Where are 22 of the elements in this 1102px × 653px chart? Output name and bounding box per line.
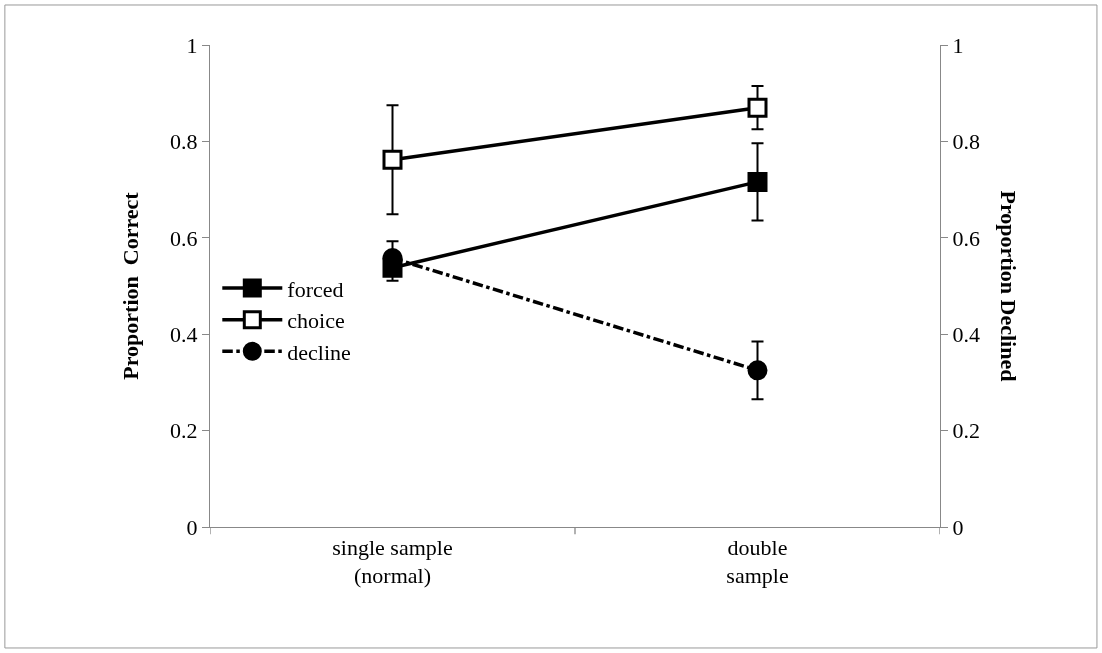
y2-tick-label: 0.8 bbox=[952, 129, 981, 155]
y-tick-label: 0.4 bbox=[169, 321, 198, 347]
point bbox=[747, 171, 768, 192]
y-tick-label: 1 bbox=[186, 32, 198, 58]
y2-tick-label: 0.2 bbox=[952, 418, 981, 444]
legend-label: forced bbox=[287, 276, 344, 302]
y-tick-label: 0.6 bbox=[169, 225, 198, 251]
legend-label: decline bbox=[287, 339, 351, 365]
y2-tick-label: 0.4 bbox=[952, 321, 981, 347]
y2-tick-label: 0 bbox=[952, 514, 964, 540]
y-tick-label: 0.2 bbox=[169, 418, 198, 444]
point bbox=[382, 149, 403, 170]
legend-label: choice bbox=[287, 308, 345, 334]
y2-tick-label: 1 bbox=[952, 32, 964, 58]
point bbox=[747, 97, 768, 118]
y-axis-title: Proportion Correct bbox=[117, 191, 143, 380]
y-tick-label: 0 bbox=[186, 514, 198, 540]
y-tick-label: 0.8 bbox=[169, 129, 198, 155]
y2-tick-label: 0.6 bbox=[952, 225, 981, 251]
x-tick-label: double sample bbox=[726, 534, 789, 589]
y2-axis-title: Proportion Declined bbox=[996, 190, 1022, 382]
x-tick-label: single sample (normal) bbox=[332, 534, 453, 589]
